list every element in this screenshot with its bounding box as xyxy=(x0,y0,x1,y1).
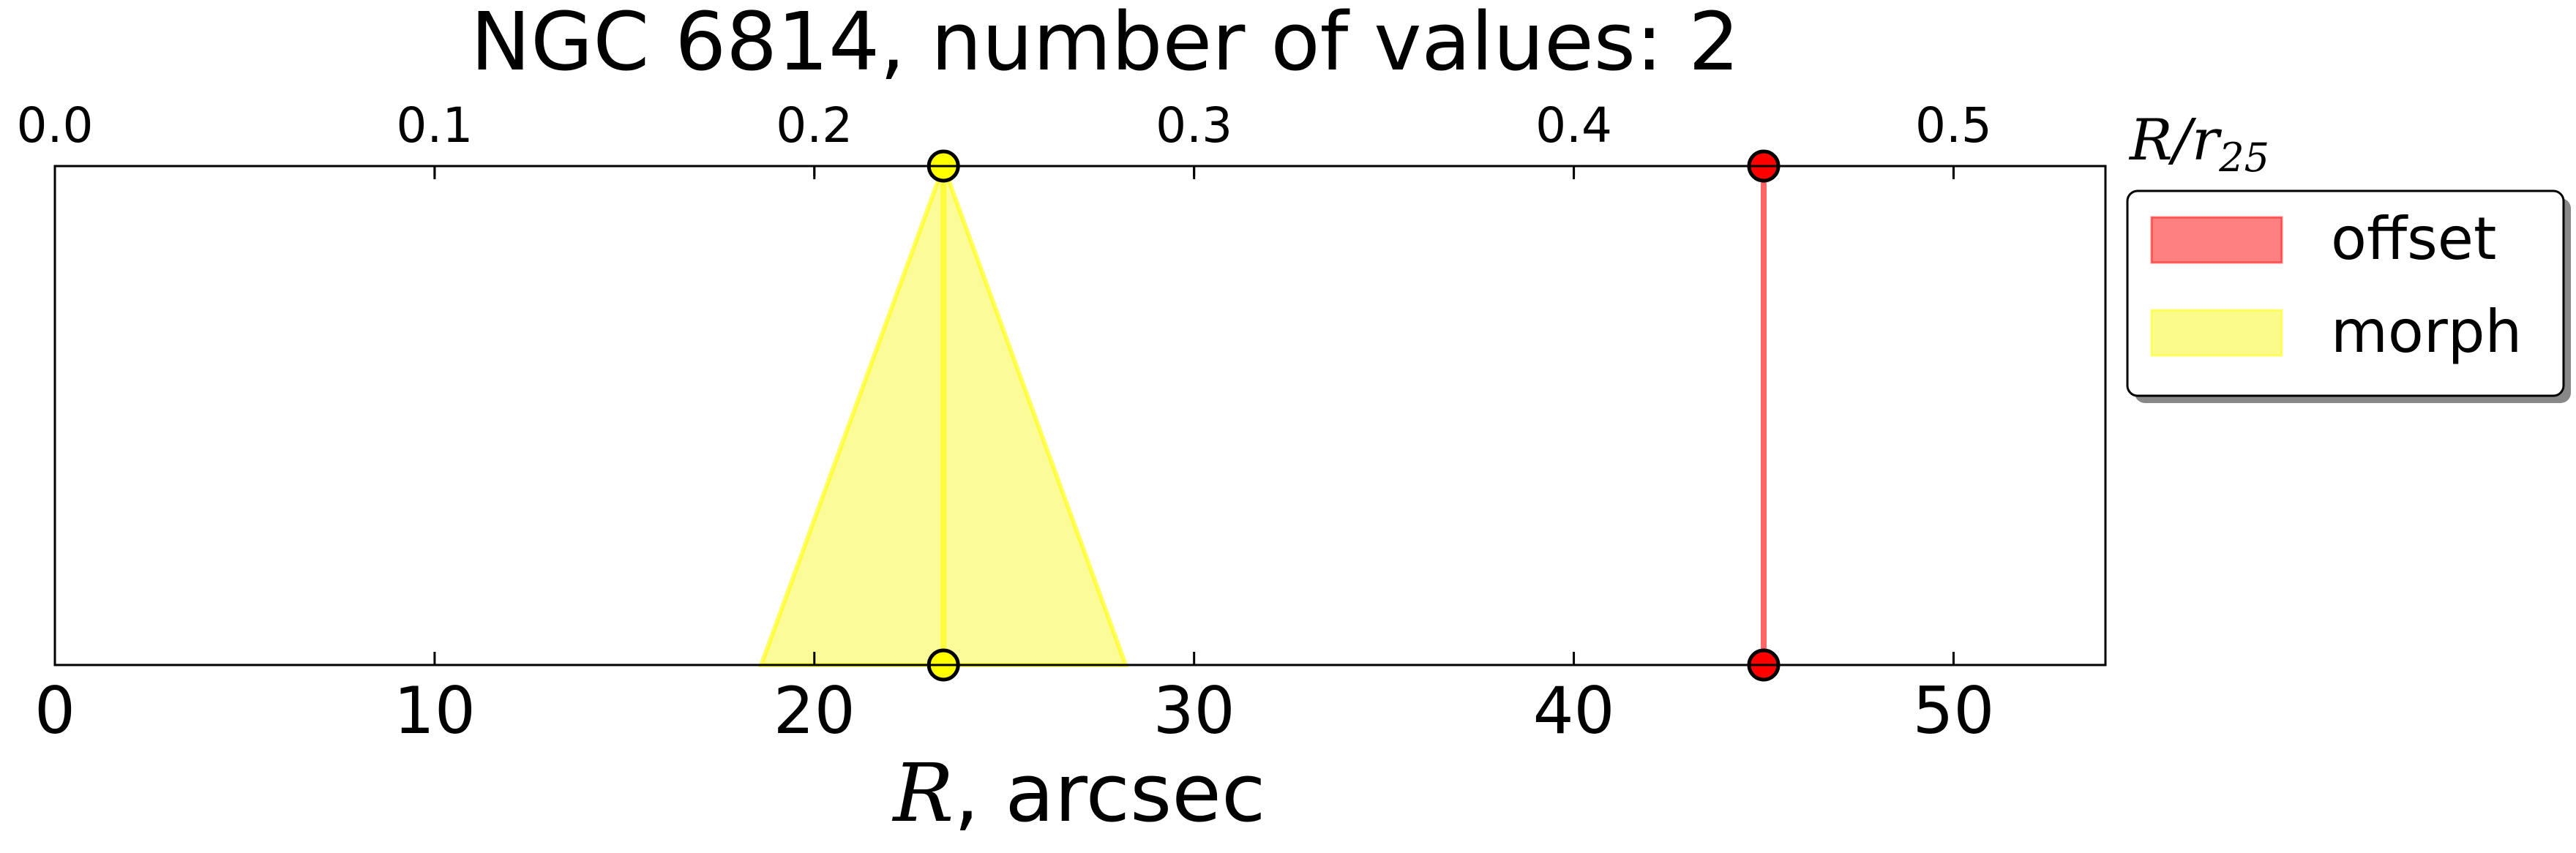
legend: offset morph xyxy=(2126,189,2571,403)
top-axis-label-base: R/r xyxy=(2128,108,2223,173)
plot-frame xyxy=(53,165,2107,666)
legend-swatch-offset xyxy=(2150,216,2283,264)
bottom-tick-label: 0 xyxy=(34,673,75,748)
bottom-tick-label: 20 xyxy=(774,673,855,748)
top-tick-label: 0.1 xyxy=(396,97,473,154)
top-axis-label-sub: 25 xyxy=(2218,135,2269,181)
chart-title: NGC 6814, number of values: 2 xyxy=(471,0,1740,89)
top-tick-label: 0.2 xyxy=(776,97,853,154)
bottom-tick-label: 30 xyxy=(1153,673,1235,748)
bottom-tick-label: 50 xyxy=(1912,673,1994,748)
bottom-tick-label: 40 xyxy=(1533,673,1615,748)
bottom-axis: 0 10 20 30 40 50 xyxy=(34,166,1994,748)
legend-label-offset: offset xyxy=(2331,205,2496,273)
top-axis-label: R/r25 xyxy=(2128,108,2269,181)
top-axis: 0.0 0.1 0.2 0.3 0.4 0.5 xyxy=(17,97,1992,176)
series-layer xyxy=(757,149,1781,682)
top-tick-label: 0.0 xyxy=(17,97,94,154)
x-axis-variable: R xyxy=(892,746,954,840)
top-tick-label: 0.3 xyxy=(1156,97,1232,154)
legend-label-morph: morph xyxy=(2331,298,2522,366)
bottom-tick-label: 10 xyxy=(394,673,476,748)
legend-swatch-morph xyxy=(2150,309,2283,357)
x-axis-label: R, arcsec xyxy=(892,746,1266,840)
x-axis-unit: , arcsec xyxy=(954,746,1265,840)
top-tick-label: 0.5 xyxy=(1915,97,1992,154)
top-tick-label: 0.4 xyxy=(1535,97,1612,154)
